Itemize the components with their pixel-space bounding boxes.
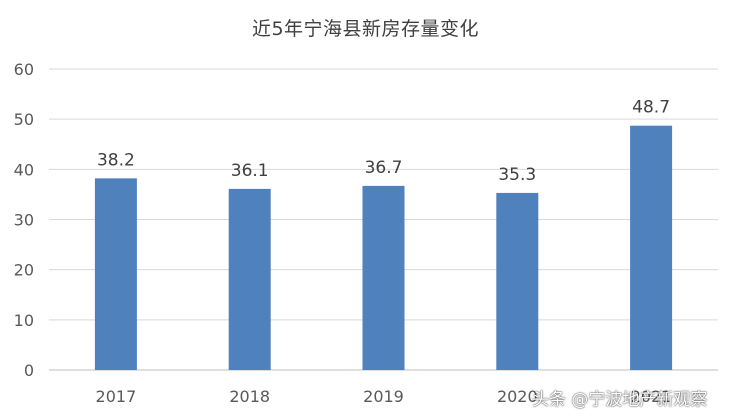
bar (630, 125, 673, 371)
x-tick-label: 2018 (229, 387, 270, 406)
x-tick-label: 2019 (363, 387, 404, 406)
y-tick-label: 50 (14, 110, 34, 129)
x-tick-label: 2021 (631, 387, 672, 406)
y-tick-label: 0 (24, 361, 34, 380)
y-tick-label: 40 (14, 160, 34, 179)
bar (94, 178, 137, 370)
y-tick-label: 30 (14, 211, 34, 230)
bar (496, 192, 539, 370)
x-tick-label: 2020 (497, 387, 538, 406)
bar (228, 188, 271, 370)
y-tick-label: 10 (14, 311, 34, 330)
watermark: 头条 @宁波地产新观察 (532, 390, 708, 410)
bar (362, 185, 405, 370)
data-label: 48.7 (632, 98, 670, 118)
y-tick-label: 20 (14, 261, 34, 280)
data-label: 35.3 (498, 165, 536, 185)
x-tick-label: 2017 (96, 387, 137, 406)
data-label: 36.7 (365, 158, 403, 178)
data-label: 36.1 (231, 161, 269, 181)
data-label: 38.2 (97, 150, 135, 170)
chart-title: 近5年宁海县新房存量变化 (251, 18, 480, 40)
y-tick-label: 60 (14, 60, 34, 79)
